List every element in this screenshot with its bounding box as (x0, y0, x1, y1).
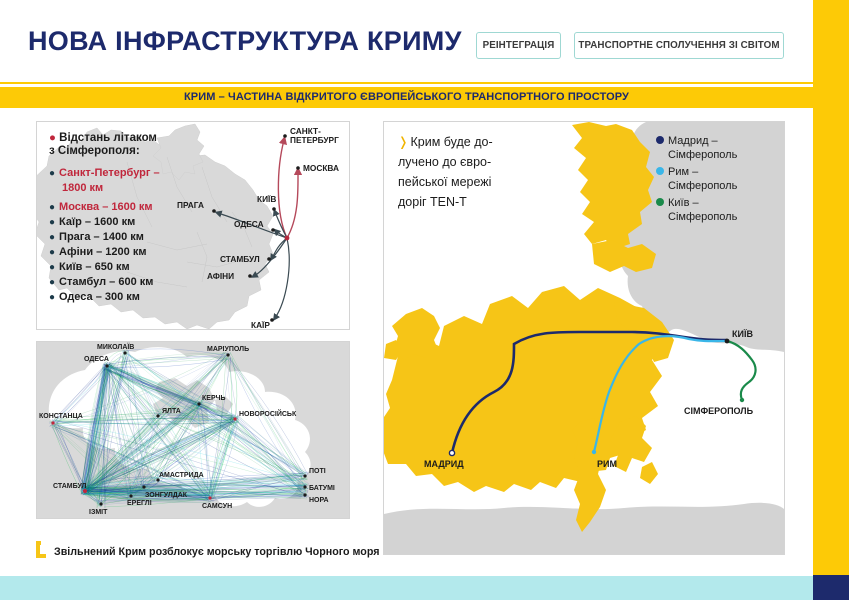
svg-text:СТАМБУЛ: СТАМБУЛ (53, 483, 87, 490)
svg-text:АМАСТРИДА: АМАСТРИДА (159, 472, 204, 479)
svg-text:НОРА: НОРА (309, 497, 329, 504)
svg-text:ПЕТЕРБУРГ: ПЕТЕРБУРГ (290, 135, 339, 145)
svg-text:ЗОНГУЛДАК: ЗОНГУЛДАК (145, 492, 188, 499)
svg-text:КЕРЧЬ: КЕРЧЬ (202, 395, 226, 402)
svg-text:ОДЕСА: ОДЕСА (84, 356, 109, 363)
svg-text:АФІНИ: АФІНИ (207, 271, 234, 281)
svg-text:БАТУМІ: БАТУМІ (309, 485, 335, 492)
svg-text:КАЇР: КАЇР (251, 320, 270, 329)
svg-text:МОСКВА: МОСКВА (303, 163, 339, 173)
svg-text:МАРІУПОЛЬ: МАРІУПОЛЬ (207, 346, 249, 353)
svg-text:КИЇВ: КИЇВ (257, 194, 276, 204)
svg-text:МИКОЛАЇВ: МИКОЛАЇВ (97, 343, 134, 351)
svg-text:СТАМБУЛ: СТАМБУЛ (220, 254, 260, 264)
svg-text:КИЇВ: КИЇВ (732, 329, 753, 339)
svg-text:ІЗМІТ: ІЗМІТ (89, 509, 108, 516)
svg-text:НОВОРОСІЙСЬК: НОВОРОСІЙСЬК (239, 409, 297, 418)
svg-text:ПОТІ: ПОТІ (309, 468, 326, 475)
svg-text:САМСУН: САМСУН (202, 503, 232, 510)
svg-text:ЯЛТА: ЯЛТА (162, 408, 181, 415)
svg-text:ЕРЕГЛІ: ЕРЕГЛІ (127, 500, 152, 507)
svg-text:РИМ: РИМ (597, 459, 617, 469)
svg-text:МАДРИД: МАДРИД (424, 459, 464, 469)
svg-text:ОДЕСА: ОДЕСА (234, 219, 264, 229)
svg-text:СІМФЕРОПОЛЬ: СІМФЕРОПОЛЬ (684, 406, 754, 416)
svg-text:КОНСТАНЦА: КОНСТАНЦА (39, 413, 83, 420)
